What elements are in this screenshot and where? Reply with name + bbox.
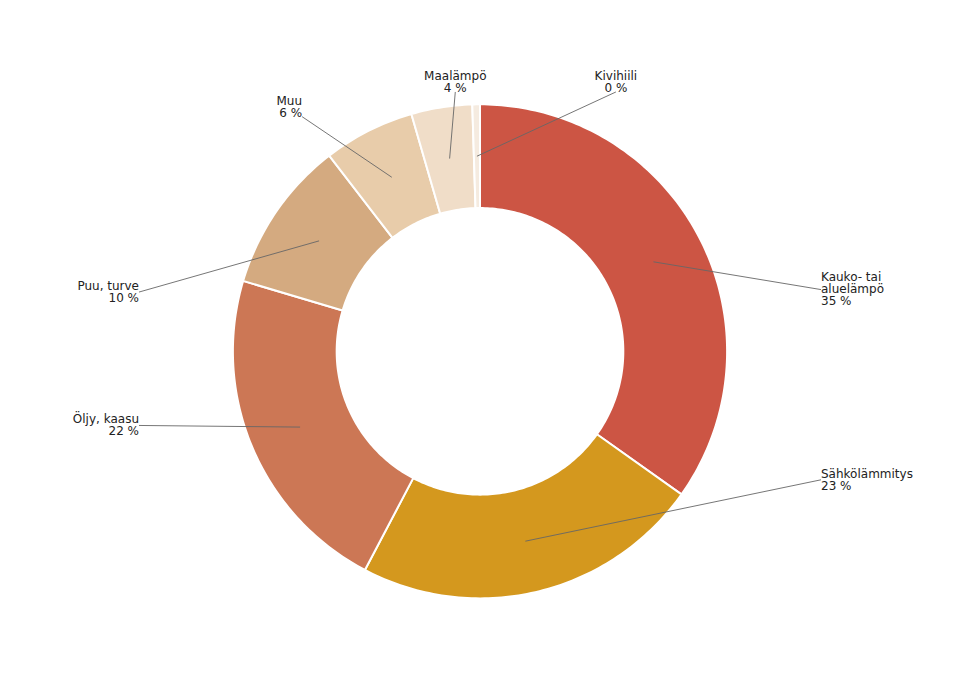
svg-text:Muu6 %: Muu6 % xyxy=(277,94,303,120)
svg-text:Kauko- taialuelämpö35 %: Kauko- taialuelämpö35 % xyxy=(821,270,884,308)
svg-text:Sähkölämmitys23 %: Sähkölämmitys23 % xyxy=(821,467,913,493)
svg-text:Maalämpö4 %: Maalämpö4 % xyxy=(424,69,486,95)
svg-text:Öljy, kaasu22 %: Öljy, kaasu22 % xyxy=(73,410,139,438)
svg-text:Puu, turve10 %: Puu, turve10 % xyxy=(77,279,139,305)
svg-text:Kivihiili0 %: Kivihiili0 % xyxy=(595,69,638,95)
